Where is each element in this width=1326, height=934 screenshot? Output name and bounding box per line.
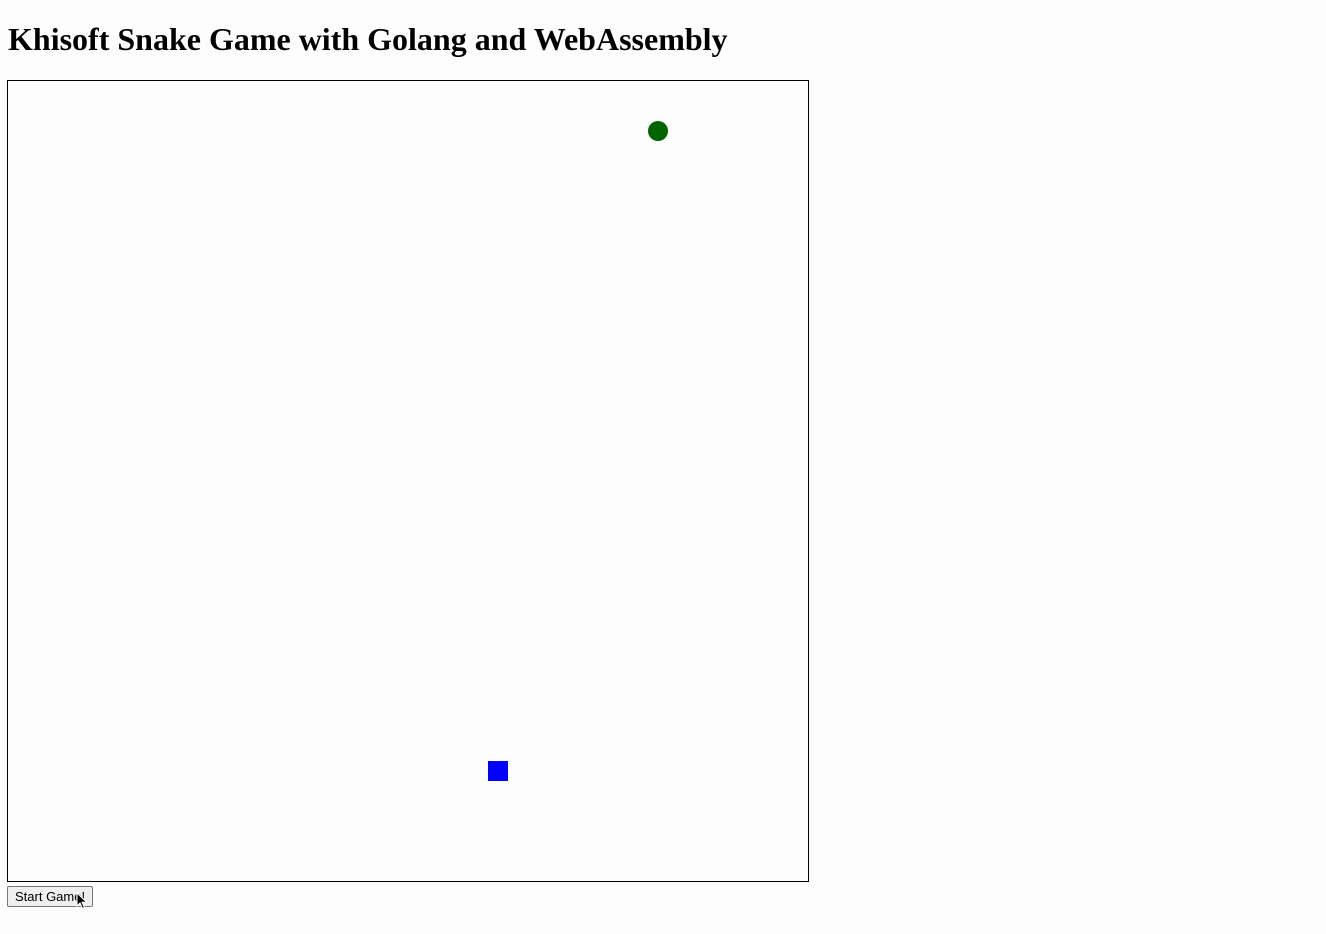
snake-head [488, 761, 508, 781]
food-dot [648, 121, 668, 141]
start-game-button[interactable]: Start Game! [7, 886, 94, 907]
page-title: Khisoft Snake Game with Golang and WebAs… [8, 21, 728, 57]
game-board[interactable] [7, 80, 809, 882]
